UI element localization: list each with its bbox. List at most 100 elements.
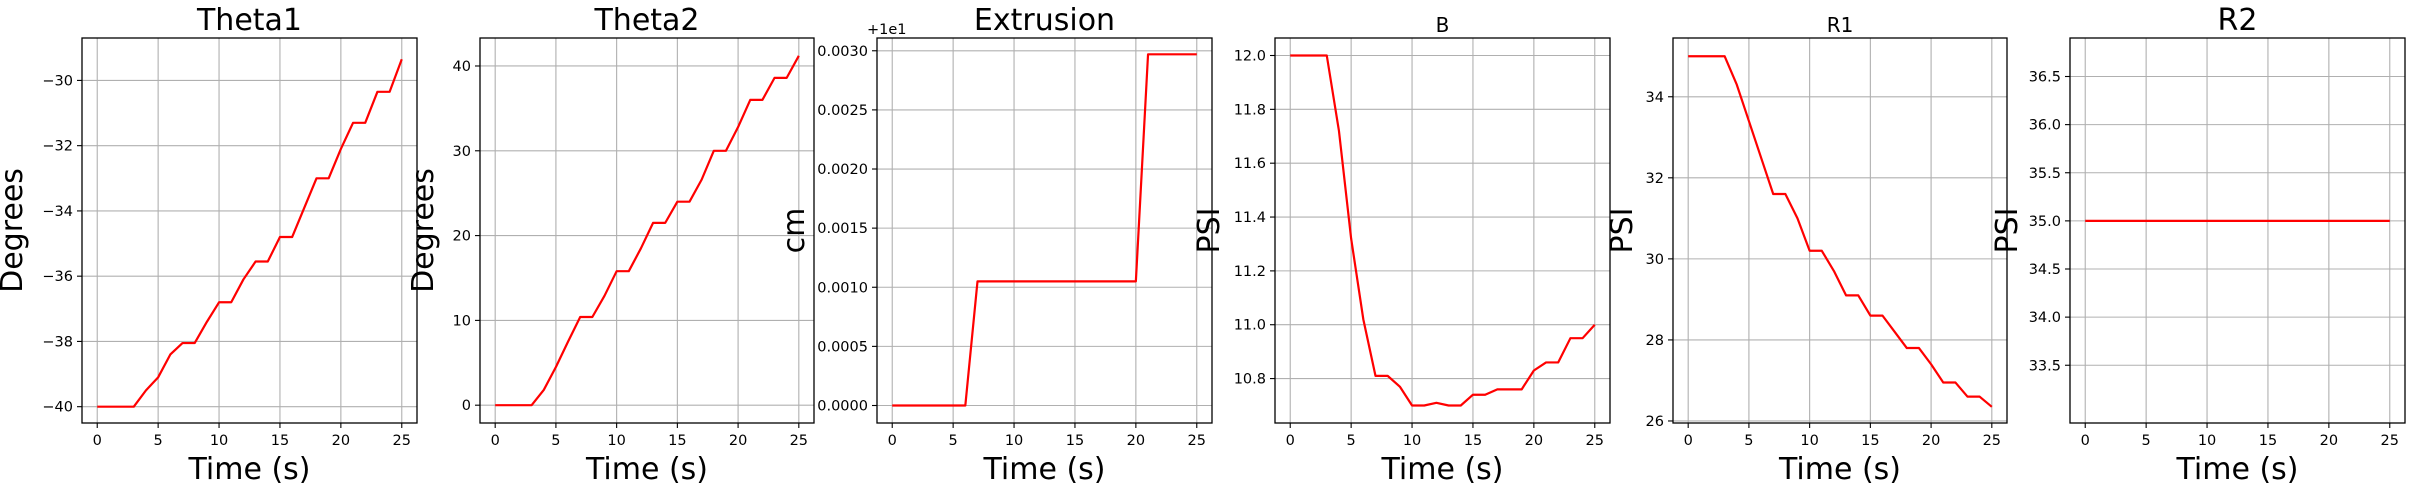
x-tick-label: 25 [393, 433, 411, 449]
x-tick-label: 25 [790, 433, 808, 449]
y-tick-label: 35.0 [2029, 214, 2061, 230]
axes-frame [2069, 37, 2406, 424]
subplot-3: 0 5 10 15 20 25 0.0000 0.0005 0.0010 0.0015 0.0020… [777, 3, 1213, 487]
x-axis-label: Time (s) [1778, 452, 1901, 487]
series-line [892, 53, 1197, 407]
y-tick-label: 0.0000 [817, 399, 868, 415]
axes-frame [876, 37, 1213, 424]
y-axis-label: Degrees [406, 168, 441, 293]
y-axis-label: PSI [1192, 208, 1227, 254]
y-tick-label: 30 [1646, 252, 1664, 268]
x-tick-label: 10 [2198, 433, 2216, 449]
y-tick-label: 11.6 [1234, 156, 1266, 172]
series-line [1290, 54, 1596, 407]
y-axis-label: Degrees [0, 168, 30, 293]
axes-frame [1672, 37, 2008, 424]
y-tick-label: −32 [42, 139, 73, 155]
y-tick-label: 0.0010 [817, 280, 868, 296]
x-tick-label: 5 [551, 433, 560, 449]
x-axis-label: Time (s) [188, 452, 311, 487]
chart-title: Theta2 [593, 3, 699, 38]
subplot-6: 0 5 10 15 20 25 33.5 34.0 34.5 35.0 35.5 36.0 36.5 R2… [1990, 3, 2406, 487]
x-tick-label: 15 [2259, 433, 2277, 449]
subplot-4: 0 5 10 15 20 25 10.8 11.0 11.2 11.4 11.6 11.8 12.0 B T… [1192, 13, 1611, 487]
x-tick-label: 10 [1403, 433, 1421, 449]
y-tick-label: −38 [42, 334, 73, 350]
x-tick-label: 5 [949, 433, 958, 449]
y-tick-label: 0.0030 [817, 44, 868, 60]
x-tick-label: 5 [1347, 433, 1356, 449]
chart-title: Extrusion [974, 3, 1115, 38]
x-tick-label: 15 [1464, 433, 1482, 449]
y-tick-label: 30 [453, 144, 471, 160]
y-tick-label: 33.5 [2029, 358, 2061, 374]
x-tick-label: 10 [1800, 433, 1818, 449]
x-tick-label: 10 [210, 433, 228, 449]
y-tick-label: 10.8 [1234, 372, 1266, 388]
y-tick-label: 10 [453, 313, 471, 329]
x-tick-label: 15 [1066, 433, 1084, 449]
subplot-1: 0 5 10 15 20 25 −40 −38 −36 −34 −32 −30 Theta1 Time (… [0, 3, 418, 487]
x-tick-label: 0 [888, 433, 897, 449]
y-offset-label: +1e1 [867, 22, 907, 38]
y-tick-label: 20 [453, 229, 471, 245]
y-tick-label: 34.0 [2029, 310, 2061, 326]
x-tick-label: 5 [2142, 433, 2151, 449]
x-tick-label: 25 [1188, 433, 1206, 449]
x-tick-label: 0 [1684, 433, 1693, 449]
x-tick-label: 20 [1127, 433, 1145, 449]
series-line [97, 58, 403, 408]
x-axis-label: Time (s) [585, 452, 708, 487]
x-tick-label: 5 [1744, 433, 1753, 449]
y-tick-label: 34.5 [2029, 262, 2061, 278]
series-line [1688, 55, 1993, 408]
x-tick-label: 25 [1586, 433, 1604, 449]
y-tick-label: 0.0005 [817, 339, 868, 355]
y-tick-label: −34 [42, 204, 73, 220]
x-tick-label: 20 [332, 433, 350, 449]
y-tick-label: 40 [453, 59, 471, 75]
x-tick-label: 25 [2381, 433, 2399, 449]
x-tick-label: 10 [607, 433, 625, 449]
x-tick-label: 10 [1005, 433, 1023, 449]
y-tick-label: 36.5 [2029, 70, 2061, 86]
subplot-5: 0 5 10 15 20 25 26 28 30 32 34 R1 Time (s) PSI [1605, 13, 2008, 487]
chart-title: R1 [1827, 13, 1854, 37]
y-tick-label: 34 [1646, 90, 1664, 106]
y-tick-label: 26 [1646, 414, 1664, 430]
x-tick-label: 20 [1525, 433, 1543, 449]
y-axis-label: PSI [1605, 208, 1640, 254]
chart-title: Theta1 [196, 3, 302, 38]
x-tick-label: 15 [271, 433, 289, 449]
x-tick-label: 5 [154, 433, 163, 449]
y-tick-label: 11.0 [1234, 318, 1266, 334]
x-tick-label: 20 [2320, 433, 2338, 449]
x-tick-label: 0 [1286, 433, 1295, 449]
x-tick-label: 20 [729, 433, 747, 449]
x-tick-label: 25 [1983, 433, 2001, 449]
y-tick-label: 35.5 [2029, 166, 2061, 182]
y-tick-label: 0.0020 [817, 162, 868, 178]
y-tick-label: 11.2 [1234, 264, 1266, 280]
y-axis-label: cm [777, 208, 812, 254]
y-tick-label: 11.8 [1234, 102, 1266, 118]
y-tick-label: 32 [1646, 171, 1664, 187]
x-tick-label: 20 [1922, 433, 1940, 449]
y-tick-label: −30 [42, 73, 73, 89]
x-axis-label: Time (s) [983, 452, 1106, 487]
y-tick-label: −36 [42, 269, 73, 285]
x-tick-label: 15 [668, 433, 686, 449]
y-tick-label: 0 [462, 398, 471, 414]
x-tick-label: 0 [2081, 433, 2090, 449]
x-tick-label: 0 [491, 433, 500, 449]
series-line [495, 55, 800, 407]
y-tick-label: 12.0 [1234, 49, 1266, 65]
x-axis-label: Time (s) [1381, 452, 1504, 487]
chart-title: R2 [2218, 3, 2258, 38]
y-tick-label: 36.0 [2029, 118, 2061, 134]
y-axis-label: PSI [1990, 208, 2025, 254]
y-tick-label: 28 [1646, 333, 1664, 349]
y-tick-label: −40 [42, 400, 73, 416]
x-tick-label: 0 [93, 433, 102, 449]
